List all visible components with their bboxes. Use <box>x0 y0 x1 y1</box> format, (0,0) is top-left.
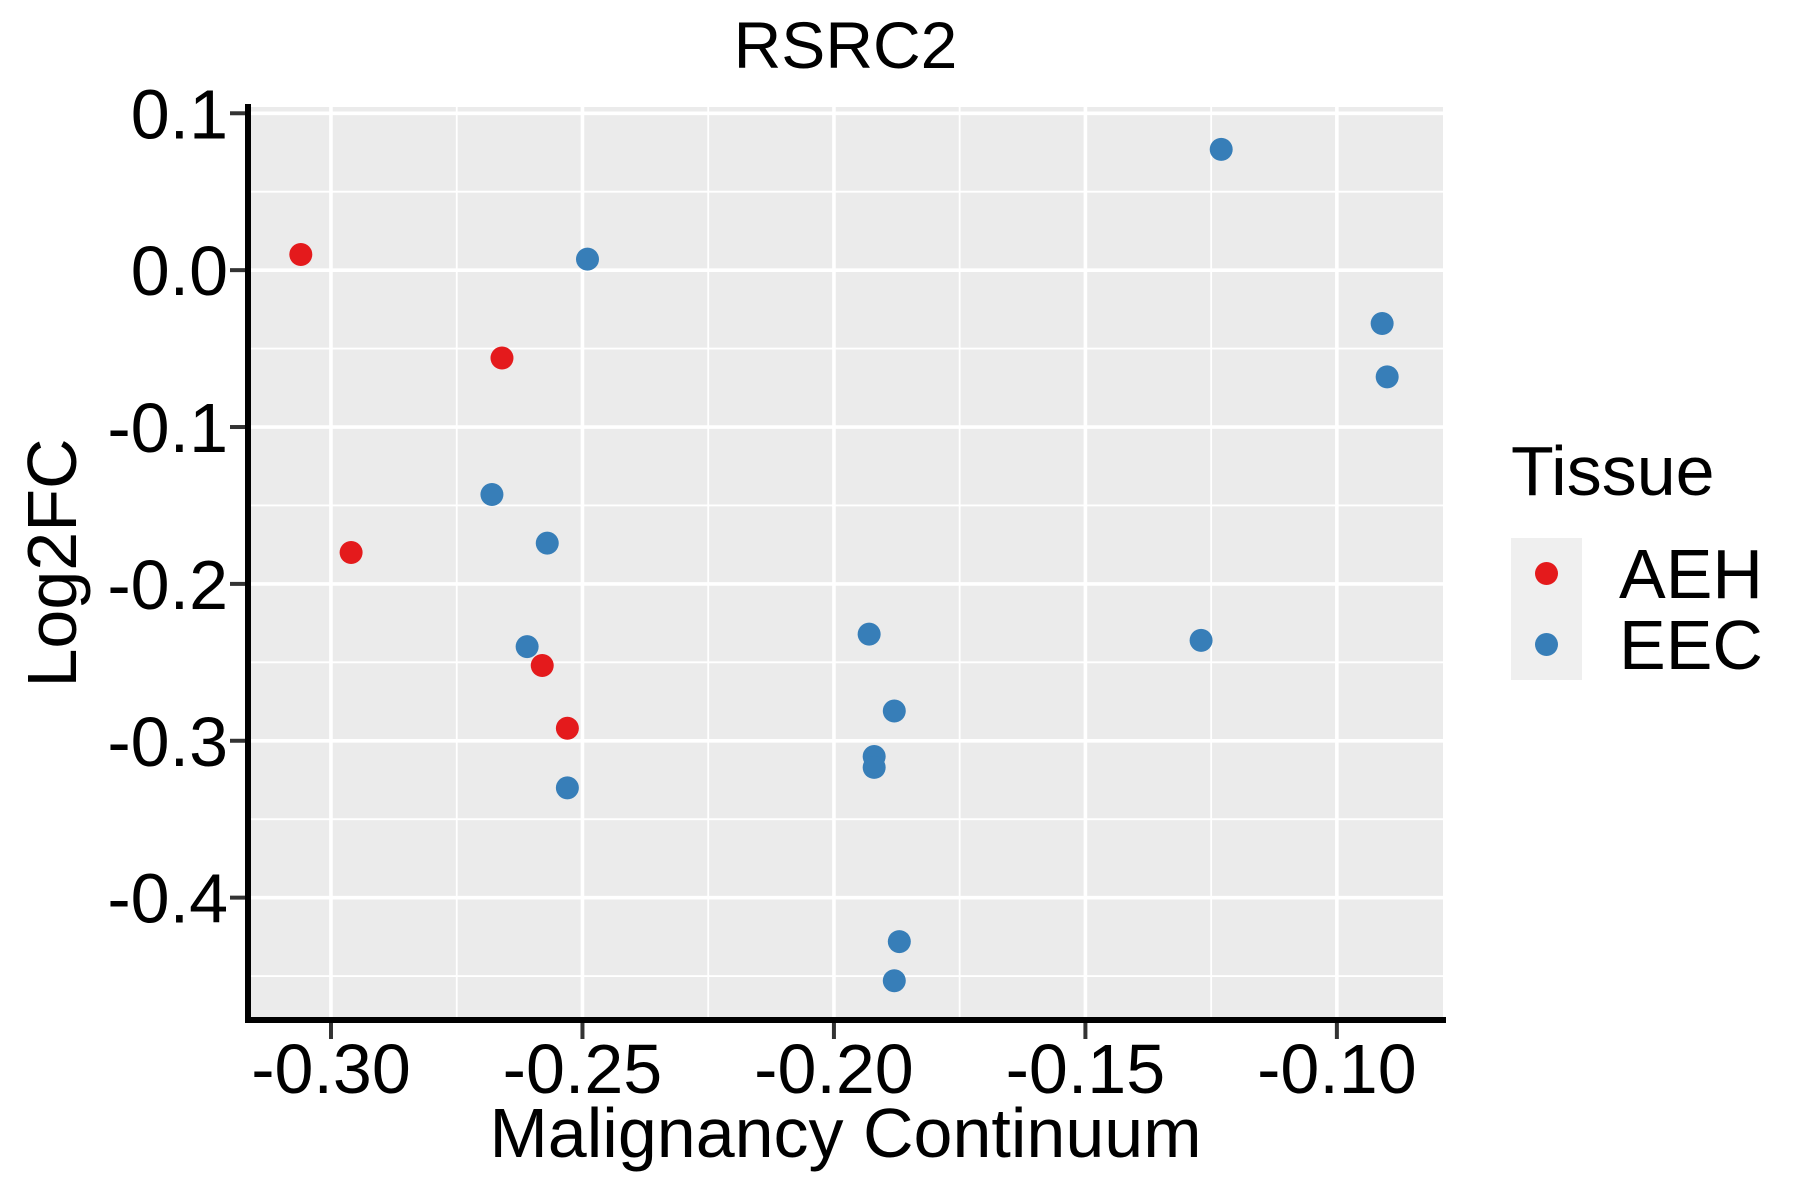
data-point-eec <box>887 930 911 954</box>
data-point-aeh <box>490 346 514 370</box>
legend-label-eec: EEC <box>1619 605 1763 684</box>
legend-label-aeh: AEH <box>1619 534 1763 613</box>
data-point-eec <box>857 622 881 646</box>
x-tick-label: -0.30 <box>251 1030 411 1108</box>
y-tick-label: 0.1 <box>131 75 228 153</box>
x-tick-label: -0.25 <box>503 1030 663 1108</box>
data-point-eec <box>515 635 539 659</box>
x-tick-label: -0.20 <box>754 1030 914 1108</box>
data-point-eec <box>882 969 906 993</box>
legend: Tissue AEH EEC <box>1511 436 1763 680</box>
data-point-eec <box>480 482 504 506</box>
legend-marker-eec-icon <box>1535 633 1558 656</box>
x-tick-label: -0.15 <box>1006 1030 1166 1108</box>
data-point-eec <box>1189 628 1213 652</box>
data-point-aeh <box>339 541 363 565</box>
data-point-aeh <box>289 242 313 266</box>
y-tick-label: -0.1 <box>107 389 228 467</box>
data-point-aeh <box>530 653 554 677</box>
y-tick-label: -0.4 <box>107 860 228 938</box>
legend-item-eec: EEC <box>1511 609 1763 680</box>
x-axis-title: Malignancy Continuum <box>489 1094 1202 1172</box>
plot-panel <box>248 107 1443 1020</box>
chart-title: RSRC2 <box>733 8 958 82</box>
data-point-aeh <box>555 716 579 740</box>
y-tick-label: -0.2 <box>107 546 228 624</box>
legend-title: Tissue <box>1511 432 1715 510</box>
x-tick-label: -0.10 <box>1257 1030 1417 1108</box>
y-axis-title: Log2FC <box>13 438 91 688</box>
data-point-eec <box>1209 137 1233 161</box>
legend-item-aeh: AEH <box>1511 538 1763 609</box>
y-tick-label: -0.3 <box>107 703 228 781</box>
data-point-eec <box>575 247 599 271</box>
data-point-eec <box>1375 365 1399 389</box>
data-point-eec <box>862 755 886 779</box>
data-point-eec <box>882 699 906 723</box>
legend-marker-aeh-icon <box>1535 562 1558 585</box>
legend-key-eec <box>1511 609 1582 680</box>
data-point-eec <box>535 531 559 555</box>
legend-key-aeh <box>1511 538 1582 609</box>
y-tick-label: 0.0 <box>131 232 228 310</box>
data-point-eec <box>555 776 579 800</box>
data-point-eec <box>1370 311 1394 335</box>
